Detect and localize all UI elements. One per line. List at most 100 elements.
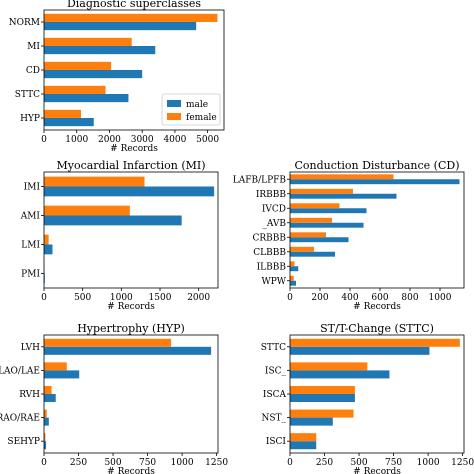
y-tick-label: CRBBB	[252, 233, 286, 243]
bar-male-super-2	[44, 70, 143, 79]
bar-male-super-1	[44, 46, 156, 55]
bar-male-sttc-2	[290, 394, 355, 403]
bar-male-super-0	[44, 22, 197, 31]
y-tick-label: ISCA	[263, 390, 287, 400]
y-tick-label: IRBBB	[256, 190, 287, 200]
x-tick-label: 500	[350, 458, 367, 468]
bar-female-super-1	[44, 37, 132, 46]
x-tick-label: 400	[341, 293, 358, 303]
x-tick-label: 750	[139, 458, 156, 468]
x-tick-label: 2000	[187, 293, 210, 303]
y-tick-label: LVH	[21, 343, 40, 353]
bar-male-super-4	[44, 118, 94, 127]
bar-female-hyp-0	[44, 338, 172, 347]
y-tick-label: PMI	[21, 270, 40, 280]
chart-panel-super: NORM MI CD STTC HYP 0 1000 2000 3000 4000 5000 Diag…	[9, 0, 225, 154]
bar-male-sttc-4	[290, 441, 317, 450]
chart-panel-mi: IMI AMI LMI PMI 0 500 1000 1500 2000 Myocardial I…	[20, 159, 219, 312]
x-tick-label: 1000	[171, 458, 194, 468]
bar-female-cd-7	[290, 275, 294, 281]
x-tick-label: 0	[287, 458, 293, 468]
bar-female-sttc-4	[290, 433, 317, 442]
y-tick-label: RVH	[19, 390, 40, 400]
bar-male-sttc-1	[290, 370, 390, 379]
x-tick-label: 0	[287, 293, 293, 303]
bar-female-sttc-3	[290, 409, 354, 418]
bar-male-cd-5	[290, 251, 335, 257]
legend-label-male: male	[186, 100, 208, 110]
bar-female-cd-2	[290, 203, 340, 209]
x-tick-label: 3000	[131, 135, 154, 145]
x-tick-label: 500	[104, 458, 121, 468]
x-tick-label: 800	[401, 293, 418, 303]
x-axis-label: # Records	[353, 467, 401, 474]
x-tick-label: 1000	[417, 458, 440, 468]
bar-female-hyp-4	[44, 433, 46, 442]
bar-male-hyp-4	[44, 441, 47, 450]
bar-female-cd-4	[290, 232, 326, 238]
y-tick-label: RAO/RAE	[0, 414, 40, 424]
x-tick-label: 0	[41, 135, 47, 145]
bar-female-cd-3	[290, 217, 332, 223]
axes-frame	[289, 171, 465, 289]
y-tick-label: WPW	[261, 277, 286, 287]
x-tick-label: 1000	[110, 293, 133, 303]
chart-title: ST/T-Change (STTC)	[320, 322, 434, 335]
bar-male-cd-3	[290, 222, 364, 228]
bar-female-mi-1	[44, 205, 130, 216]
x-tick-label: 200	[311, 293, 328, 303]
bar-male-cd-0	[290, 179, 460, 185]
chart-title: Hypertrophy (HYP)	[77, 322, 185, 335]
x-tick-label: 1500	[149, 293, 172, 303]
y-tick-label: CD	[26, 66, 40, 76]
x-axis-label: # Records	[107, 467, 155, 474]
bar-female-mi-2	[44, 234, 49, 245]
x-tick-label: 500	[74, 293, 91, 303]
legend: male female	[161, 93, 221, 126]
y-tick-label: ISCI	[266, 437, 287, 447]
bar-female-cd-5	[290, 246, 314, 252]
x-tick-label: 4000	[163, 135, 186, 145]
legend-swatch-female	[167, 113, 181, 120]
chart-panel-hyp: LVH LAO/LAE RVH RAO/RAE SEHYP 0 250 500 750 1000 1…	[0, 322, 228, 474]
bar-female-super-2	[44, 61, 112, 70]
bar-male-cd-4	[290, 237, 349, 243]
bar-male-super-3	[44, 94, 129, 103]
bar-male-mi-1	[44, 215, 182, 226]
bar-male-hyp-1	[44, 370, 80, 379]
x-tick-label: 0	[41, 458, 47, 468]
axes-frame	[43, 9, 225, 131]
bar-female-hyp-3	[44, 409, 47, 418]
x-tick-label: 250	[70, 458, 87, 468]
x-axis-label: # Records	[110, 144, 158, 154]
bar-female-sttc-2	[290, 385, 355, 394]
x-tick-label: 0	[41, 293, 47, 303]
bar-male-hyp-2	[44, 394, 56, 403]
bar-male-sttc-3	[290, 417, 333, 426]
y-tick-label: ISC_	[265, 366, 287, 376]
x-tick-label: 600	[371, 293, 388, 303]
y-tick-label: SEHYP	[7, 437, 40, 447]
bar-female-hyp-2	[44, 385, 52, 394]
x-tick-label: 250	[316, 458, 333, 468]
bar-female-cd-0	[290, 174, 394, 180]
bar-female-mi-0	[44, 176, 145, 187]
axes-frame	[43, 334, 219, 454]
y-tick-label: NST_	[261, 414, 286, 424]
y-tick-label: NORM	[9, 18, 40, 28]
x-axis-label: # Records	[107, 302, 155, 312]
bar-female-super-4	[44, 109, 81, 118]
axes-frame	[43, 171, 219, 289]
bar-male-sttc-0	[290, 346, 430, 355]
axes-frame	[289, 334, 465, 454]
y-tick-label: _AVB	[262, 219, 286, 229]
chart-title: Myocardial Infarction (MI)	[56, 159, 205, 172]
x-tick-label: 1250	[451, 458, 474, 468]
y-tick-label: IMI	[24, 183, 41, 193]
y-tick-label: IVCD	[262, 204, 286, 214]
y-tick-label: LAFB/LPFB	[233, 175, 287, 185]
legend-label-female: female	[186, 113, 217, 123]
x-tick-label: 1000	[65, 135, 88, 145]
bar-male-cd-1	[290, 193, 397, 199]
